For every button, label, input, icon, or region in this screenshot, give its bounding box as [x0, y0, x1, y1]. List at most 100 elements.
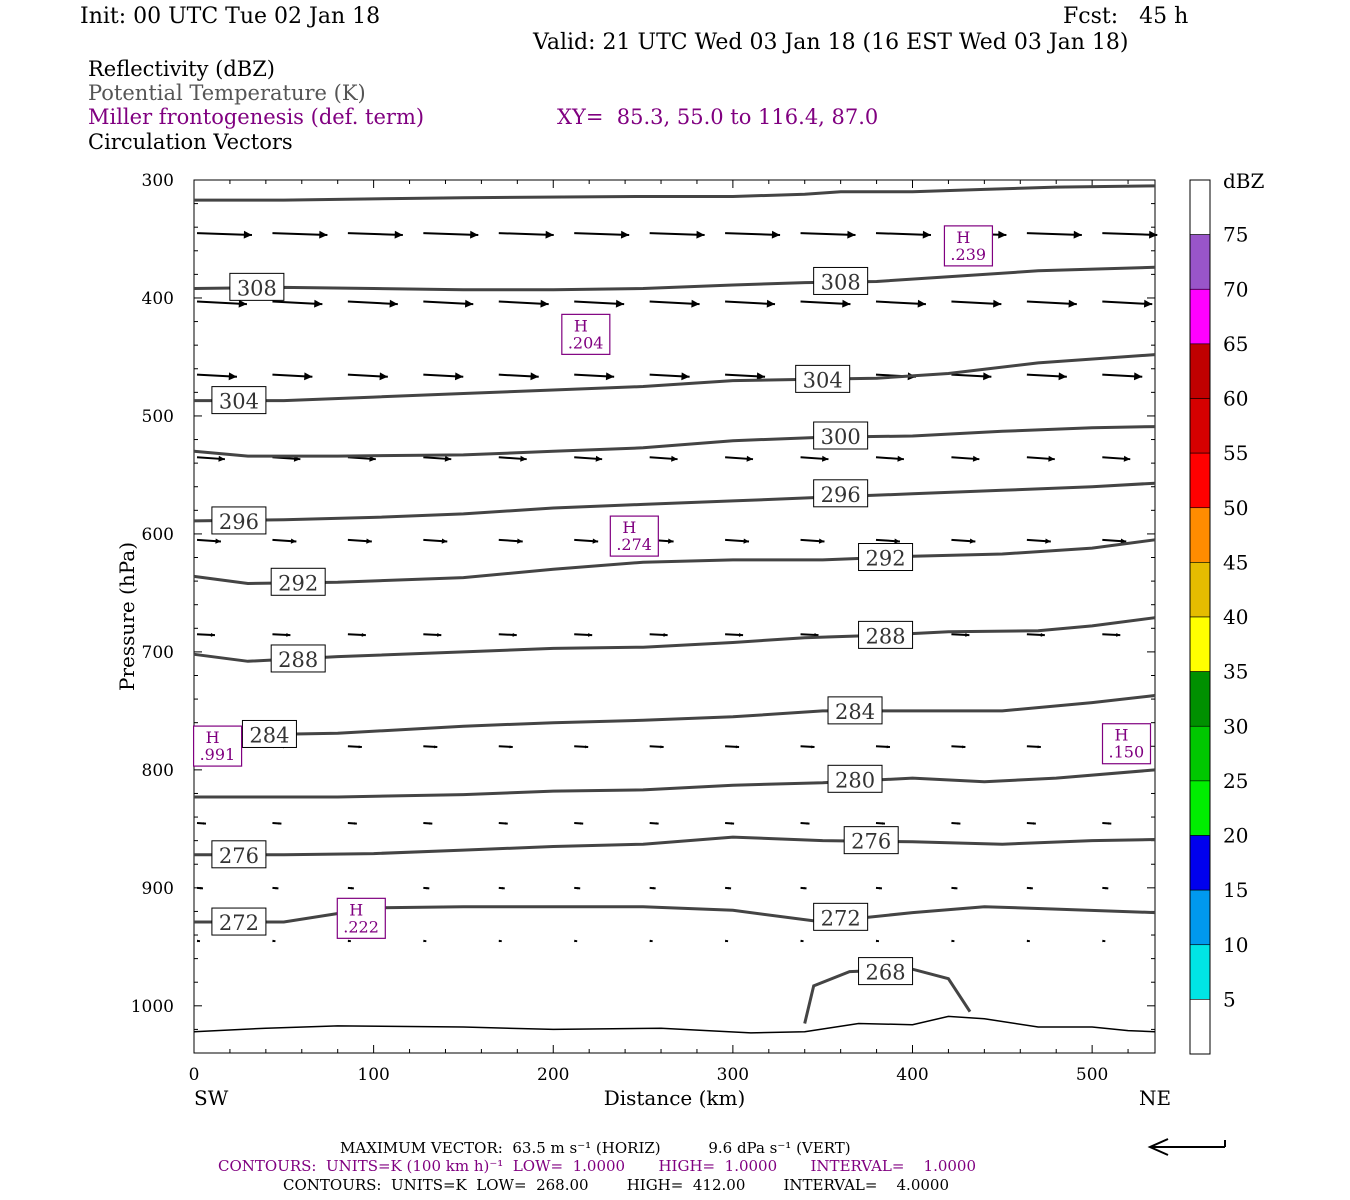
circulation-vector-head: [847, 230, 856, 239]
colorbar-segment: [1189, 944, 1211, 1000]
circulation-vector-head: [965, 632, 970, 637]
colorbar-label: 50: [1223, 496, 1248, 520]
field-reflectivity: Reflectivity (dBZ): [88, 57, 276, 81]
circulation-vector: [725, 300, 776, 306]
frontogenesis-max-value: .274: [616, 535, 652, 554]
colorbar-segment: [1189, 343, 1211, 399]
colorbar-label: 75: [1223, 223, 1248, 247]
circulation-vector: [423, 300, 474, 306]
circulation-vector-head: [545, 230, 554, 239]
x-tick-label: 500: [1076, 1065, 1108, 1085]
theta-label-box: [211, 907, 267, 936]
circulation-vector-head: [437, 632, 442, 637]
circulation-vector-head: [454, 372, 464, 381]
circulation-vector-head: [1149, 230, 1158, 239]
circulation-vector: [574, 300, 625, 306]
circulation-vector-head: [803, 886, 807, 890]
circulation-vector: [272, 232, 328, 237]
circulation-vector-head: [917, 299, 926, 308]
theta-label-box: [827, 696, 883, 725]
circulation-vector: [1026, 300, 1077, 306]
y-tick-label: 600: [142, 525, 174, 545]
circulation-vector-head: [441, 538, 448, 544]
circulation-vector-head: [1033, 822, 1036, 825]
circulation-vector-head: [1123, 455, 1131, 462]
circulation-vector-head: [894, 538, 900, 544]
theta-contour-276: [194, 835, 1156, 857]
circulation-vector-head: [520, 455, 527, 462]
circulation-vector-head: [304, 372, 313, 381]
circulation-vector-head: [197, 939, 200, 943]
circulation-vector: [347, 232, 403, 237]
circulation-vector-head: [354, 822, 357, 825]
colorbar-label: 55: [1223, 441, 1248, 465]
circulation-vector-head: [1120, 538, 1127, 544]
colorbar-segment: [1189, 179, 1211, 235]
circulation-vector-head: [509, 745, 513, 749]
colorbar-segment: [1189, 835, 1211, 891]
circulation-vector: [196, 232, 253, 237]
circulation-vector-head: [652, 886, 656, 890]
circulation-vector-head: [731, 822, 735, 825]
circulation-vector-head: [1037, 745, 1041, 749]
theta-contour-label: 272: [821, 906, 861, 930]
circulation-vector-head: [879, 886, 882, 890]
frontogenesis-max-label: H: [956, 228, 970, 247]
colorbar-label: 5: [1223, 987, 1236, 1011]
circulation-vector-head: [983, 372, 992, 381]
colorbar-segment: [1189, 889, 1211, 946]
circulation-vector-head: [663, 632, 668, 637]
frontogenesis-max-value: .150: [1109, 743, 1145, 762]
theta-contour-label: 268: [866, 961, 906, 985]
x-tick-label: 300: [717, 1065, 749, 1085]
colorbar-segment: [1189, 234, 1211, 290]
circulation-vector-head: [771, 230, 781, 239]
theta-contour-label: 308: [237, 276, 277, 300]
circulation-vector-head: [876, 939, 879, 943]
frontogenesis-max-value: .204: [568, 333, 604, 352]
theta-label-box: [813, 266, 869, 295]
circulation-vector-head: [580, 822, 584, 825]
circulation-vector-head: [210, 632, 215, 637]
theta-contour-308: [193, 265, 1156, 292]
circulation-vector-head: [738, 632, 744, 637]
colorbar-segment: [1189, 725, 1211, 782]
circulation-vector: [423, 232, 479, 237]
circulation-vector-head: [681, 372, 690, 381]
frontogenesis-max-box: [943, 225, 994, 267]
theta-contour-label: 304: [803, 368, 843, 392]
circulation-vector-head: [743, 538, 750, 544]
circulation-vector-head: [671, 455, 678, 462]
colorbar-label: 25: [1223, 769, 1248, 793]
circulation-vector: [725, 232, 781, 237]
colorbar-segment: [1189, 398, 1211, 454]
circulation-vector-head: [444, 455, 452, 462]
circulation-vector-head: [620, 230, 630, 239]
theta-contour-label: 304: [219, 390, 259, 414]
circulation-vector-head: [577, 886, 581, 890]
theta-contour-304: [194, 353, 1156, 403]
theta-contour-292: [193, 538, 1156, 586]
circulation-vector-head: [348, 939, 351, 943]
circulation-vector-head: [1133, 372, 1143, 381]
circulation-vector-head: [962, 745, 966, 749]
circulation-vector-head: [696, 230, 705, 239]
colorbar-segment: [1189, 671, 1211, 727]
colorbar-segment: [1189, 288, 1211, 345]
circulation-vector: [498, 232, 554, 237]
field-potential-temperature: Potential Temperature (K): [88, 81, 366, 105]
y-tick-label: 800: [142, 761, 174, 781]
colorbar-segment: [1189, 452, 1211, 509]
theta-label-box: [211, 840, 267, 869]
y-tick-label: 400: [142, 289, 174, 309]
colorbar-label: 35: [1223, 660, 1248, 684]
y-tick-label: 500: [142, 407, 174, 427]
frontogenesis-max-value: .991: [200, 745, 236, 764]
circulation-vector: [875, 300, 926, 306]
circulation-vector-head: [1116, 632, 1121, 637]
circulation-vector-head: [200, 886, 203, 890]
circulation-vector-head: [470, 230, 479, 239]
circulation-vector-head: [649, 939, 653, 943]
circulation-vector-head: [584, 745, 589, 749]
circulation-vector-head: [218, 455, 225, 462]
